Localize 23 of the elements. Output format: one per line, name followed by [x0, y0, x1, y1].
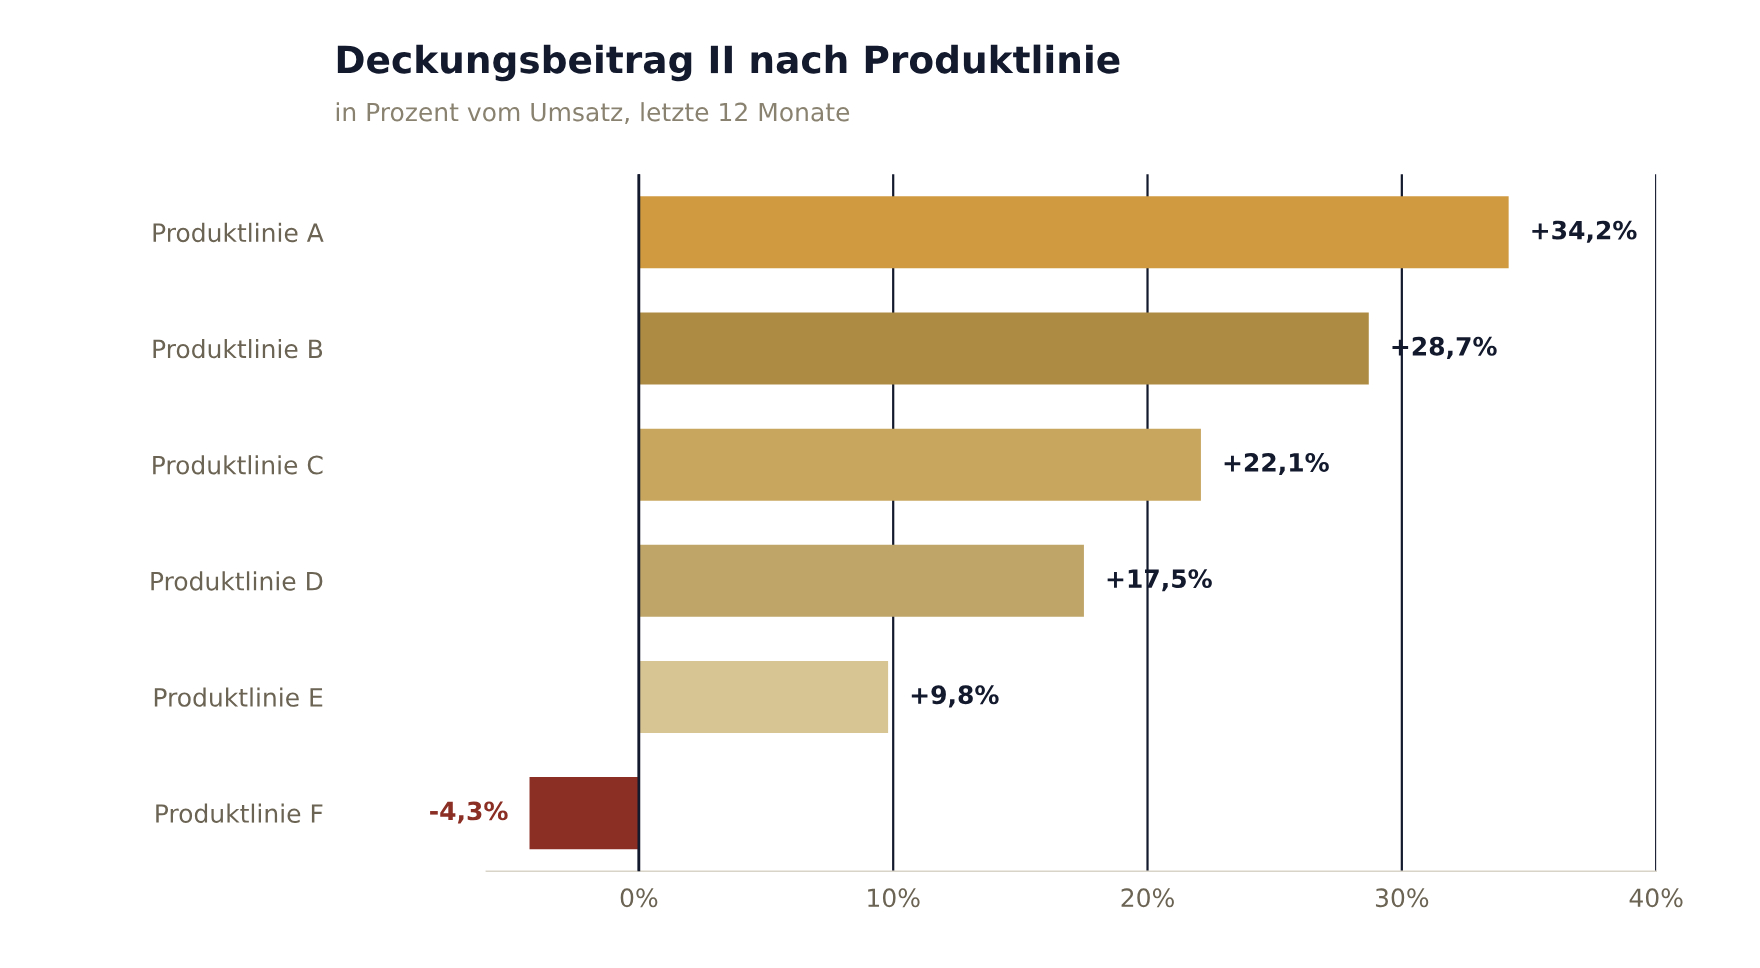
x-tick-label: 0% — [620, 888, 658, 908]
y-tick-label: Produktlinie D — [151, 571, 323, 591]
bar — [638, 428, 1201, 501]
y-tick-label: Produktlinie C — [153, 455, 323, 475]
x-tick-label: 30% — [1375, 888, 1429, 908]
y-tick-label: Produktlinie B — [153, 338, 323, 359]
y-tick-label: Produktlinie E — [154, 687, 323, 707]
data-label: +34,2% — [1532, 220, 1637, 243]
bar — [638, 312, 1369, 385]
data-label: +9,8% — [911, 685, 999, 708]
x-tick-label: 40% — [1629, 888, 1683, 908]
chart-subtitle: in Prozent vom Umsatz, letzte 12 Monate — [336, 102, 850, 125]
bar — [638, 544, 1084, 617]
bar — [638, 660, 889, 733]
y-tick-label: Produktlinie A — [153, 222, 324, 243]
data-label: -4,3% — [430, 801, 508, 824]
data-label: +22,1% — [1224, 452, 1329, 476]
x-tick-label: 20% — [1121, 888, 1174, 908]
bar — [529, 777, 639, 850]
chart-title: Deckungsbeitrag II nach Produktlinie — [337, 44, 1120, 82]
x-tick-label: 10% — [868, 888, 920, 908]
y-tick-label: Produktlinie F — [156, 803, 323, 823]
bar — [638, 196, 1509, 269]
